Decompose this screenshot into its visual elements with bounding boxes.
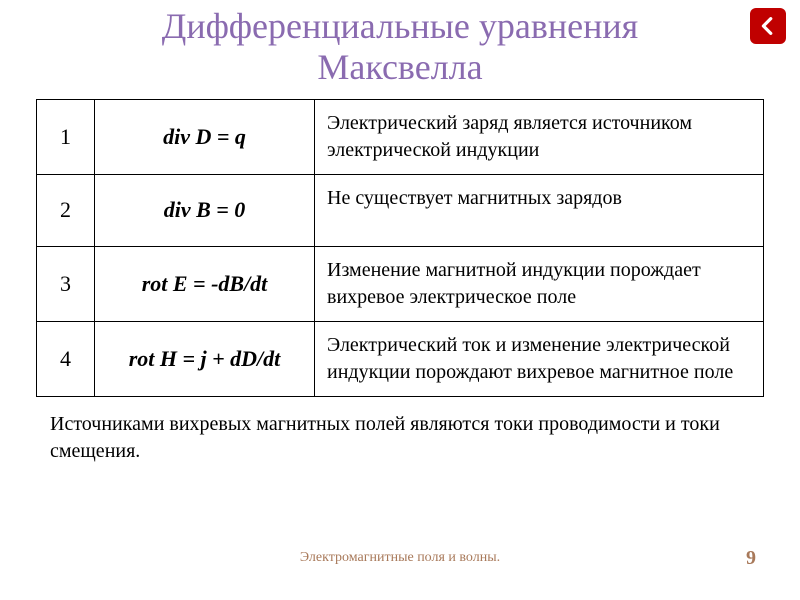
row-desc: Изменение магнитной индукции порождает в…: [315, 246, 764, 321]
back-button[interactable]: [750, 8, 786, 44]
row-number: 4: [37, 321, 95, 396]
table-wrapper: 1 div D = q Электрический заряд является…: [0, 89, 800, 397]
row-equation: rot H = j + dD/dt: [95, 321, 315, 396]
row-equation: div D = q: [95, 99, 315, 174]
slide-title: Дифференциальные уравнения Максвелла: [0, 0, 800, 89]
row-number: 3: [37, 246, 95, 321]
row-equation: rot E = -dB/dt: [95, 246, 315, 321]
table-row: 1 div D = q Электрический заряд является…: [37, 99, 764, 174]
page-number: 9: [746, 547, 756, 570]
row-number: 2: [37, 174, 95, 246]
footer-link: Электромагнитные поля и волны.: [0, 550, 800, 566]
row-desc: Электрический ток и изменение электричес…: [315, 321, 764, 396]
chevron-left-icon: [757, 15, 779, 37]
table-row: 2 div B = 0 Не существует магнитных заря…: [37, 174, 764, 246]
table-row: 3 rot E = -dB/dt Изменение магнитной инд…: [37, 246, 764, 321]
title-line-2: Максвелла: [0, 47, 800, 88]
row-equation: div B = 0: [95, 174, 315, 246]
row-number: 1: [37, 99, 95, 174]
title-line-1: Дифференциальные уравнения: [0, 6, 800, 47]
caption-text: Источниками вихревых магнитных полей явл…: [0, 397, 800, 465]
table-row: 4 rot H = j + dD/dt Электрический ток и …: [37, 321, 764, 396]
row-desc: Электрический заряд является источником …: [315, 99, 764, 174]
row-desc: Не существует магнитных зарядов: [315, 174, 764, 246]
equations-table: 1 div D = q Электрический заряд является…: [36, 99, 764, 397]
